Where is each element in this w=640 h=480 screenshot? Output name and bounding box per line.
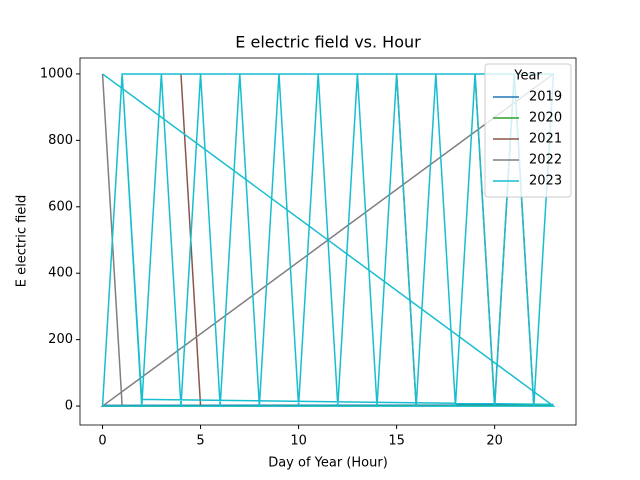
x-tick-label: 0: [98, 434, 106, 449]
y-tick-label: 1000: [40, 66, 73, 81]
x-axis-label: Day of Year (Hour): [268, 456, 388, 471]
legend-label: 2022: [529, 153, 562, 168]
y-tick-label: 600: [48, 199, 73, 214]
legend-title: Year: [513, 69, 542, 84]
legend-label: 2020: [529, 111, 562, 126]
series-line: [180, 73, 535, 407]
y-tick-label: 200: [48, 332, 73, 347]
chart-title: E electric field vs. Hour: [235, 33, 421, 52]
legend-label: 2021: [529, 132, 562, 147]
x-tick-label: 20: [486, 434, 503, 449]
x-tick-label: 5: [196, 434, 204, 449]
y-axis-label: E electric field: [15, 195, 30, 288]
x-tick-label: 15: [388, 434, 405, 449]
y-tick-label: 400: [48, 266, 73, 281]
x-tick-label: 10: [290, 434, 307, 449]
y-tick-label: 800: [48, 133, 73, 148]
legend-label: 2023: [529, 174, 562, 189]
legend-label: 2019: [529, 90, 562, 105]
plot-frame: [79, 57, 577, 426]
y-tick-label: 0: [65, 399, 73, 414]
